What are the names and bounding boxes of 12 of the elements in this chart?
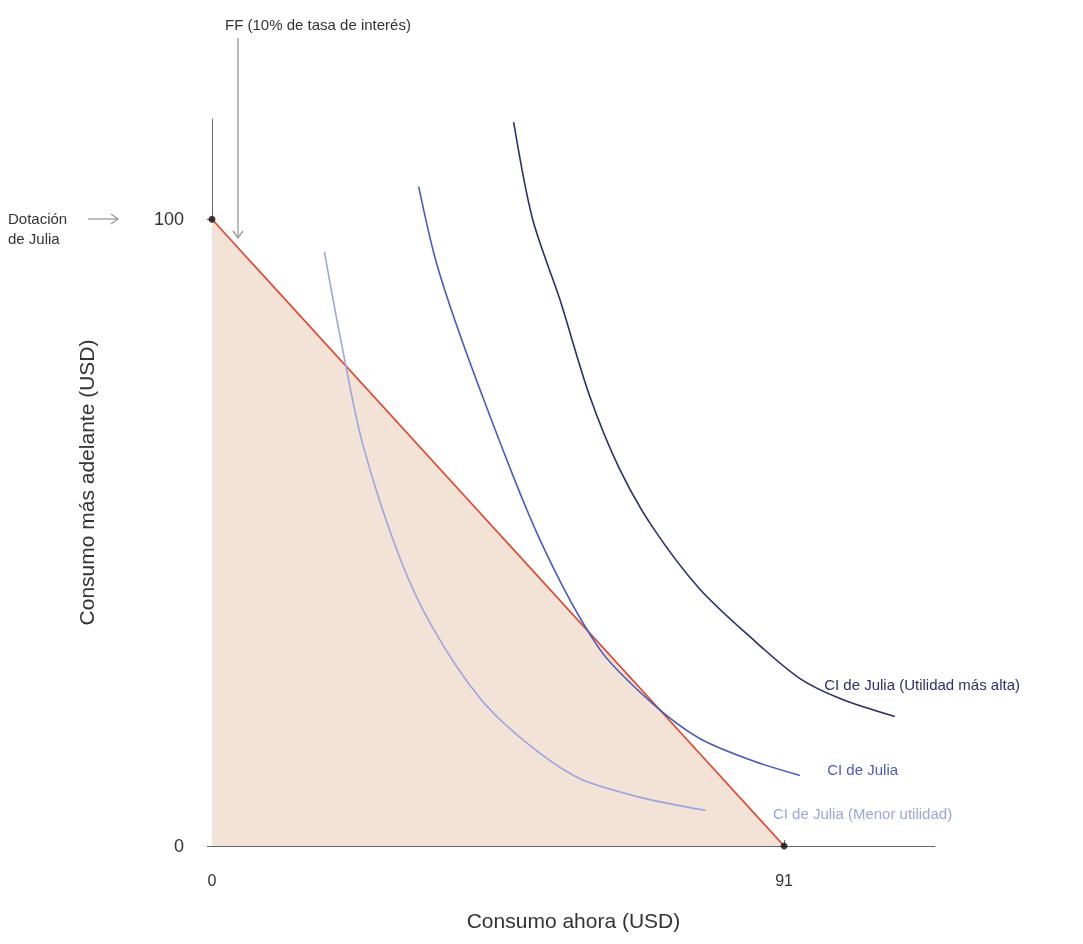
- line-series: [512, 121, 895, 718]
- y-tick-label: 100: [153, 209, 184, 230]
- text: CI de Julia (Menor utilidad): [772, 804, 953, 822]
- x-axis-title: Consumo ahora (USD): [466, 909, 681, 932]
- series-label: CI de Julia (Utilidad más alta): [824, 675, 1021, 693]
- line-series: [323, 251, 706, 812]
- series-label: CI de Julia: [827, 760, 899, 778]
- text: Dotación de Julia: [8, 209, 72, 247]
- y-axis-title: Consumo más adelante (USD): [75, 339, 98, 626]
- text: FF (10% de tasa de interés): [225, 15, 411, 33]
- x-tick-label: 91: [775, 871, 794, 889]
- line-series: [418, 186, 800, 776]
